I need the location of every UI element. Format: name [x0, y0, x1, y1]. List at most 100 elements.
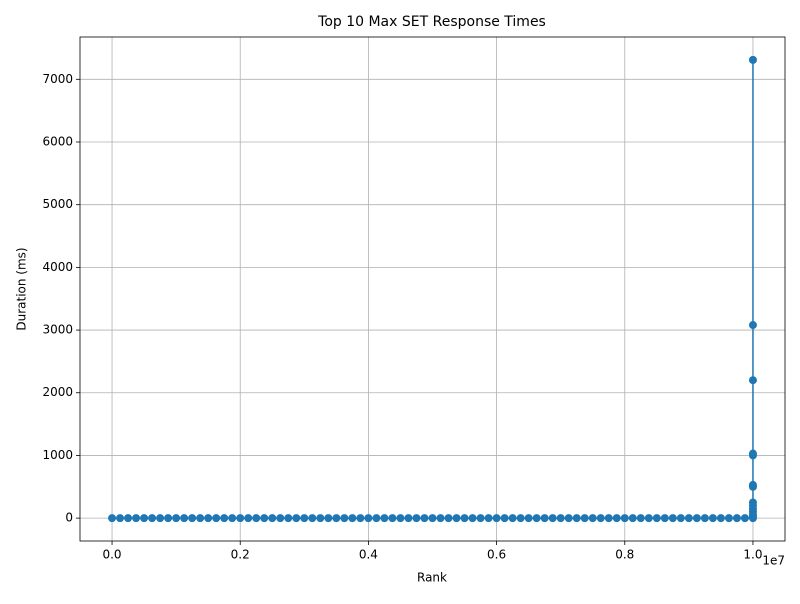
- marker: [276, 514, 285, 523]
- marker: [748, 321, 757, 330]
- marker: [244, 514, 253, 523]
- marker: [644, 514, 653, 523]
- marker: [356, 514, 365, 523]
- marker: [444, 514, 453, 523]
- marker: [612, 514, 621, 523]
- y-tick-label: 2000: [42, 385, 73, 399]
- marker: [140, 514, 149, 523]
- marker: [684, 514, 693, 523]
- marker: [724, 514, 733, 523]
- marker: [468, 514, 477, 523]
- marker: [156, 514, 165, 523]
- marker: [580, 514, 589, 523]
- marker: [588, 514, 597, 523]
- marker: [748, 376, 757, 385]
- plot-frame: [79, 36, 786, 542]
- marker: [572, 514, 581, 523]
- marker: [172, 514, 181, 523]
- x-axis-label: Rank: [417, 571, 447, 585]
- marker: [420, 514, 429, 523]
- marker: [564, 514, 573, 523]
- marker: [292, 514, 301, 523]
- marker: [340, 514, 349, 523]
- marker: [660, 514, 669, 523]
- marker: [404, 514, 413, 523]
- marker: [692, 514, 701, 523]
- marker: [452, 514, 461, 523]
- marker: [636, 514, 645, 523]
- marker: [396, 514, 405, 523]
- marker: [116, 514, 125, 523]
- marker: [484, 514, 493, 523]
- marker: [492, 514, 501, 523]
- marker: [548, 514, 557, 523]
- y-tick-label: 4000: [42, 260, 73, 274]
- marker: [212, 514, 221, 523]
- marker: [252, 514, 261, 523]
- marker: [748, 55, 757, 64]
- marker: [524, 514, 533, 523]
- line: [112, 59, 754, 519]
- x-tick-label: 0.4: [359, 548, 378, 562]
- marker: [260, 514, 269, 523]
- y-tick-label: 0: [65, 511, 73, 525]
- marker: [460, 514, 469, 523]
- marker: [164, 514, 173, 523]
- marker: [628, 514, 637, 523]
- x-tick-label: 0.2: [231, 548, 250, 562]
- marker: [748, 498, 757, 507]
- marker: [148, 514, 157, 523]
- marker: [700, 514, 709, 523]
- x-tick-label: 0.0: [102, 548, 121, 562]
- marker: [412, 514, 421, 523]
- marker: [668, 514, 677, 523]
- marker: [748, 480, 757, 489]
- marker: [732, 514, 741, 523]
- x-tick-label: 0.8: [615, 548, 634, 562]
- y-tick-label: 7000: [42, 72, 73, 86]
- marker: [220, 514, 229, 523]
- marker: [196, 514, 205, 523]
- marker: [284, 514, 293, 523]
- x-tick-label: 0.6: [487, 548, 506, 562]
- marker: [316, 514, 325, 523]
- marker: [380, 514, 389, 523]
- marker: [124, 514, 133, 523]
- marker: [228, 514, 237, 523]
- marker: [348, 514, 357, 523]
- marker: [676, 514, 685, 523]
- y-tick-label: 1000: [42, 448, 73, 462]
- x-tick-label: 1.0: [743, 548, 762, 562]
- marker: [740, 514, 749, 523]
- marker: [300, 514, 309, 523]
- marker: [708, 514, 717, 523]
- y-tick-label: 5000: [42, 197, 73, 211]
- marker: [516, 514, 525, 523]
- marker: [324, 514, 333, 523]
- marker: [308, 514, 317, 523]
- marker: [204, 514, 213, 523]
- marker: [716, 514, 725, 523]
- marker: [268, 514, 277, 523]
- marker: [596, 514, 605, 523]
- marker: [476, 514, 485, 523]
- y-tick-label: 6000: [42, 135, 73, 149]
- marker: [388, 514, 397, 523]
- marker: [556, 514, 565, 523]
- marker: [188, 514, 197, 523]
- marker: [364, 514, 373, 523]
- marker: [604, 514, 613, 523]
- marker: [428, 514, 437, 523]
- marker: [620, 514, 629, 523]
- marker: [652, 514, 661, 523]
- marker: [372, 514, 381, 523]
- marker: [108, 514, 117, 523]
- marker: [508, 514, 517, 523]
- marker: [132, 514, 141, 523]
- y-axis-label: Duration (ms): [15, 247, 29, 330]
- y-tick-label: 3000: [42, 323, 73, 337]
- x-offset-label: 1e7: [762, 554, 785, 568]
- marker: [500, 514, 509, 523]
- marker: [748, 449, 757, 458]
